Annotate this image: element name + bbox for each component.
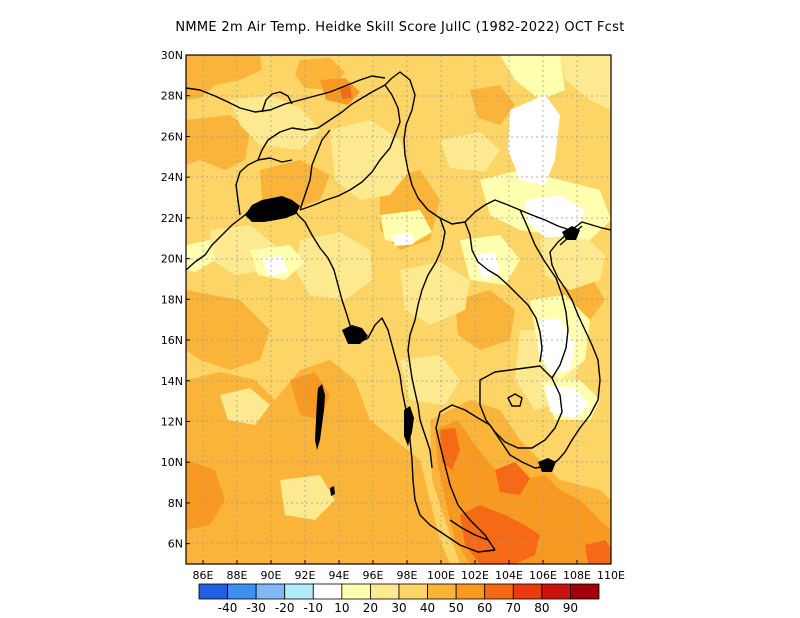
colorbar-label: 90 <box>563 601 578 615</box>
lon-tick-label: 90E <box>261 569 282 582</box>
border-bangladesh-myanmar <box>299 129 331 211</box>
border-laos-vietnam <box>519 209 569 379</box>
lon-tick-label: 110E <box>597 569 625 582</box>
colorbar-swatch <box>284 583 314 600</box>
colorbar-swatch <box>455 583 486 600</box>
colorbar-swatch <box>398 583 428 600</box>
lon-tick-label: 104E <box>495 569 523 582</box>
lat-tick-label: 14N <box>161 375 183 388</box>
nicobar-islands <box>330 486 335 496</box>
lon-tick-label: 92E <box>295 569 316 582</box>
border-china-indochina <box>484 199 571 231</box>
andaman-islands <box>315 384 325 450</box>
border-myanmar-china <box>384 71 486 225</box>
lat-tick-label: 10N <box>161 456 183 469</box>
border-myanmar-thailand <box>407 217 446 469</box>
axis-tick-marks <box>186 54 612 564</box>
colorbar-label: 30 <box>391 601 406 615</box>
colorbar-swatch <box>370 583 400 600</box>
tonle-sap-lake <box>507 393 523 407</box>
lon-tick-label: 102E <box>461 569 489 582</box>
lon-tick-label: 98E <box>397 569 418 582</box>
islands-and-deltas <box>245 196 580 496</box>
lat-tick-label: 16N <box>161 334 183 347</box>
latitude-axis-labels: 30N 28N 26N 24N 22N 20N 18N 16N 14N 12N 10N 8N 6N <box>161 49 183 551</box>
gulf-of-thailand-coastline <box>435 277 601 551</box>
lat-tick-label: 8N <box>168 497 183 510</box>
lat-tick-label: 24N <box>161 171 183 184</box>
lon-tick-label: 86E <box>193 569 214 582</box>
ganges-delta <box>245 196 300 222</box>
colorbar-label: 40 <box>420 601 435 615</box>
colorbar-label: 80 <box>534 601 549 615</box>
border-himalaya <box>186 75 386 113</box>
map-frame <box>185 54 612 565</box>
border-india-bangladesh <box>235 157 293 216</box>
lat-tick-label: 20N <box>161 253 183 266</box>
colorbar-swatch <box>541 583 571 600</box>
lon-tick-label: 106E <box>529 569 557 582</box>
mergui-archipelago <box>404 406 414 446</box>
longitude-axis-labels: 86E 88E 90E 92E 94E 96E 98E 100E 102E 104E 106E 108… <box>193 569 625 582</box>
red-river-delta <box>562 226 580 240</box>
lon-tick-label: 96E <box>363 569 384 582</box>
mekong-delta <box>538 458 556 472</box>
border-bhutan <box>261 91 293 113</box>
skill-score-map <box>186 55 611 564</box>
colorbar-swatch <box>484 583 514 600</box>
colorbar <box>198 583 600 600</box>
colorbar-swatch <box>312 583 343 600</box>
colorbar-label: -30 <box>246 601 266 615</box>
colorbar-labels: -40 -30 -20 -10 10 20 30 40 50 60 70 80 90 <box>218 601 578 615</box>
colorbar-swatch <box>227 583 257 600</box>
lat-tick-label: 18N <box>161 293 183 306</box>
skill-class-20-30 <box>210 55 611 520</box>
colorbar-swatch <box>570 583 600 600</box>
colorbar-label: 70 <box>506 601 521 615</box>
colorbar-label: 20 <box>363 601 378 615</box>
lat-tick-label: 30N <box>161 49 183 62</box>
colorbar-label: -20 <box>275 601 295 615</box>
colorbar-swatch <box>341 583 371 600</box>
lon-tick-label: 108E <box>563 569 591 582</box>
skill-class-60-70 <box>340 86 611 564</box>
colorbar-label: 60 <box>477 601 492 615</box>
colorbar-label: -40 <box>218 601 238 615</box>
lat-tick-label: 28N <box>161 90 183 103</box>
colorbar-swatch <box>427 583 457 600</box>
border-thailand-malaysia <box>449 519 489 541</box>
lon-tick-label: 100E <box>427 569 455 582</box>
lon-tick-label: 88E <box>227 569 248 582</box>
border-cambodia <box>479 365 563 449</box>
lat-tick-label: 12N <box>161 415 183 428</box>
colorbar-swatch <box>512 583 543 600</box>
map-title: NMME 2m Air Temp. Heidke Skill Score Jul… <box>175 20 625 35</box>
irrawaddy-delta <box>342 325 368 344</box>
lat-tick-label: 6N <box>168 538 183 551</box>
colorbar-label: 50 <box>449 601 464 615</box>
colorbar-swatch <box>198 583 228 600</box>
lat-tick-label: 26N <box>161 130 183 143</box>
colorbar-label: 10 <box>334 601 349 615</box>
colorbar-swatch <box>255 583 286 600</box>
border-northeast-india <box>257 84 401 211</box>
lat-tick-label: 22N <box>161 212 183 225</box>
border-thailand-laos <box>464 221 543 363</box>
lon-tick-label: 94E <box>329 569 350 582</box>
colorbar-label: -10 <box>303 601 323 615</box>
